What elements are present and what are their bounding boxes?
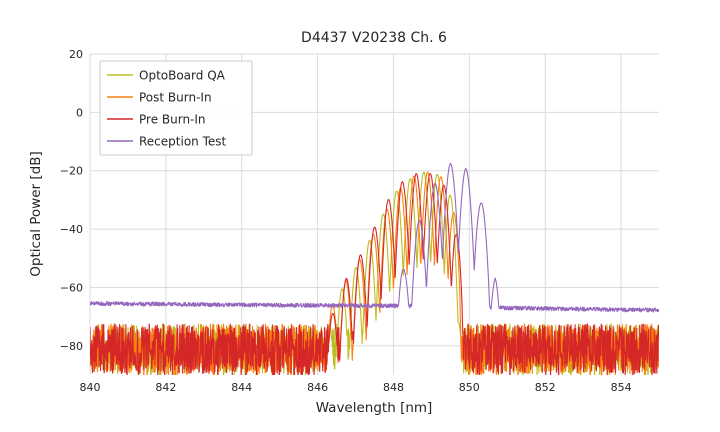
x-tick-label: 848 xyxy=(383,381,404,394)
y-tick-label: −20 xyxy=(60,165,83,178)
x-tick-label: 854 xyxy=(611,381,632,394)
series-line-pre-burn-in xyxy=(90,173,659,375)
y-tick-label: −40 xyxy=(60,223,83,236)
x-tick-label: 844 xyxy=(231,381,252,394)
y-tick-label: 0 xyxy=(76,106,83,119)
x-tick-label: 852 xyxy=(535,381,556,394)
series-line-reception-test xyxy=(90,163,659,313)
legend-label: Reception Test xyxy=(139,135,227,149)
y-tick-label: −80 xyxy=(60,340,83,353)
x-axis-label: Wavelength [nm] xyxy=(316,400,433,416)
x-tick-label: 850 xyxy=(459,381,480,394)
x-tick-label: 846 xyxy=(307,381,328,394)
y-tick-label: 20 xyxy=(69,48,83,61)
legend-label: Post Burn-In xyxy=(139,91,212,105)
chart-title: D4437 V20238 Ch. 6 xyxy=(301,30,447,46)
plot-area xyxy=(90,163,659,375)
x-tick-label: 840 xyxy=(80,381,101,394)
x-tick-label: 842 xyxy=(155,381,176,394)
chart-generated-content: 840 842 844 846 848 850 852 854 20 0 −20 −40 −60 −80 O… xyxy=(60,48,659,394)
legend: OptoBoard QA Post Burn-In Pre Burn-In Recep… xyxy=(99,60,253,156)
legend-label: Pre Burn-In xyxy=(139,113,206,127)
legend-label: OptoBoard QA xyxy=(139,69,226,83)
y-axis-label: Optical Power [dB] xyxy=(28,151,44,276)
y-tick-label: −60 xyxy=(60,282,83,295)
legend-frame xyxy=(99,60,253,156)
